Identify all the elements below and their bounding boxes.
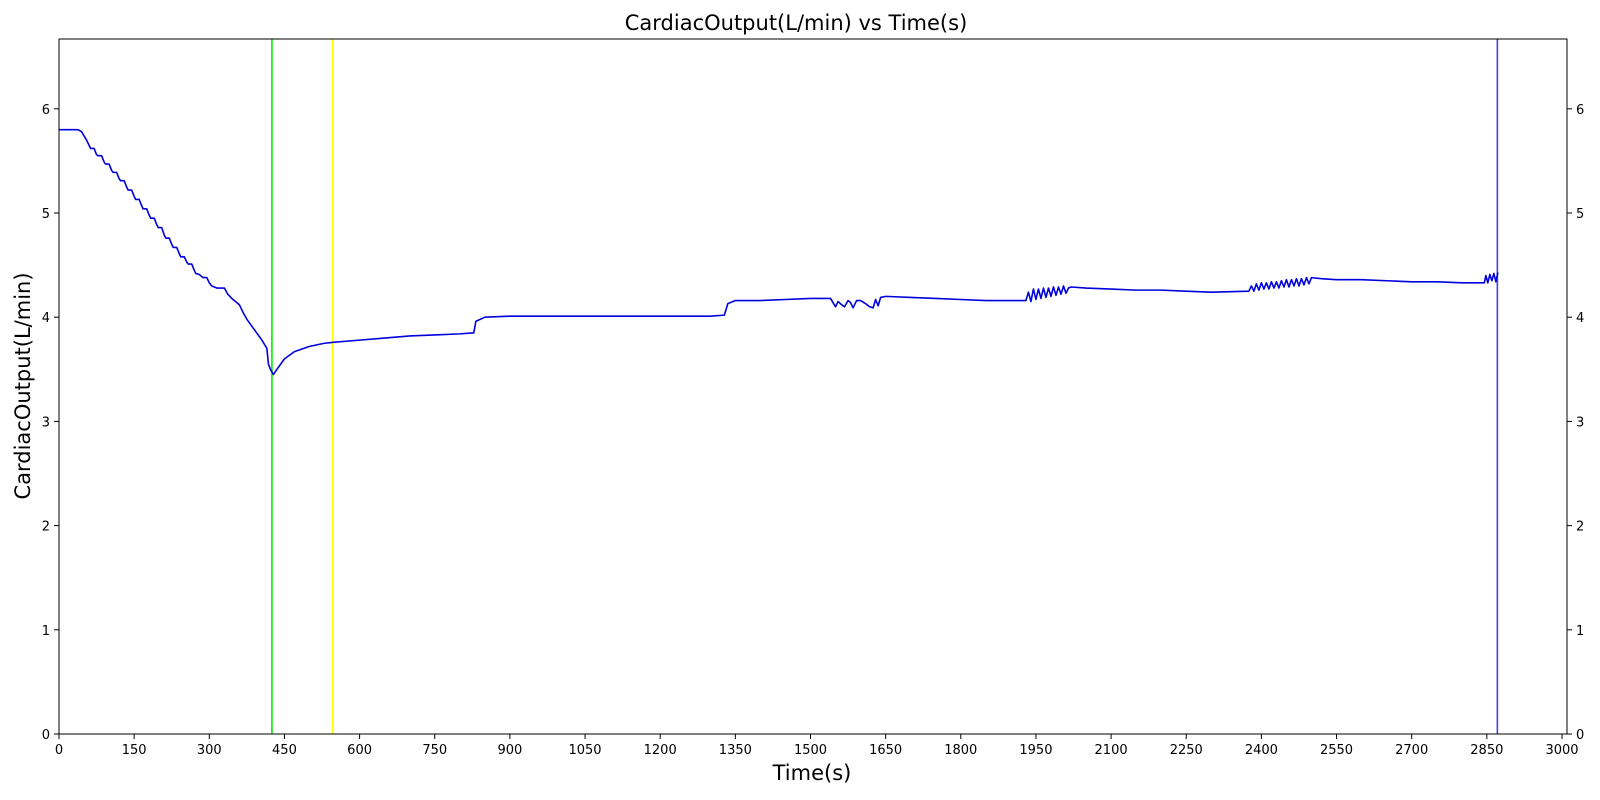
x-tick-label: 0 [55, 743, 63, 758]
y-right-tick-label: 5 [1576, 207, 1584, 222]
x-tick-label: 450 [272, 743, 297, 758]
y-right-tick-label: 2 [1576, 520, 1584, 535]
x-tick-label: 150 [122, 743, 147, 758]
x-tick-label: 2550 [1320, 743, 1353, 758]
x-tick-label: 2100 [1095, 743, 1128, 758]
x-tick-label: 600 [347, 743, 372, 758]
y-right-tick-label: 4 [1576, 311, 1584, 326]
series-group [59, 128, 1499, 376]
y-tick-label: 1 [42, 624, 50, 639]
x-tick-label: 1350 [719, 743, 752, 758]
x-tick-label: 1800 [944, 743, 977, 758]
y-tick-label: 6 [42, 103, 50, 118]
y-tick-label: 4 [42, 311, 50, 326]
y-right-tick-label: 3 [1576, 415, 1584, 430]
series-line-0 [59, 128, 1499, 376]
x-tick-label: 2250 [1170, 743, 1203, 758]
x-axis-label: Time(s) [772, 761, 852, 785]
marker-lines [271, 39, 1499, 734]
x-tick-label: 300 [197, 743, 222, 758]
y-axis-left: 0 1 2 3 4 5 6 [42, 103, 59, 743]
x-tick-label: 2400 [1245, 743, 1278, 758]
x-tick-label: 2700 [1395, 743, 1428, 758]
y-axis-label: CardiacOutput(L/min) [11, 272, 35, 499]
y-tick-label: 2 [42, 520, 50, 535]
x-tick-label: 1950 [1019, 743, 1052, 758]
x-tick-label: 1050 [568, 743, 601, 758]
y-axis-right: 0 1 2 3 4 5 6 [1567, 103, 1584, 743]
x-tick-label: 1500 [794, 743, 827, 758]
y-right-tick-label: 6 [1576, 103, 1584, 118]
x-axis: 0 150 300 450 600 750 900 1050 1200 1350 1500 1650 1… [55, 734, 1579, 758]
y-tick-label: 3 [42, 415, 50, 430]
x-tick-label: 900 [497, 743, 522, 758]
x-tick-label: 3000 [1545, 743, 1578, 758]
chart-title: CardiacOutput(L/min) vs Time(s) [625, 11, 968, 35]
x-tick-label: 750 [422, 743, 447, 758]
y-tick-label: 5 [42, 207, 50, 222]
y-right-tick-label: 0 [1576, 728, 1584, 743]
x-tick-label: 1650 [869, 743, 902, 758]
x-tick-label: 1200 [644, 743, 677, 758]
x-tick-label: 2850 [1470, 743, 1503, 758]
y-tick-label: 0 [42, 728, 50, 743]
plot-frame [58, 38, 1568, 735]
y-right-tick-label: 1 [1576, 624, 1584, 639]
